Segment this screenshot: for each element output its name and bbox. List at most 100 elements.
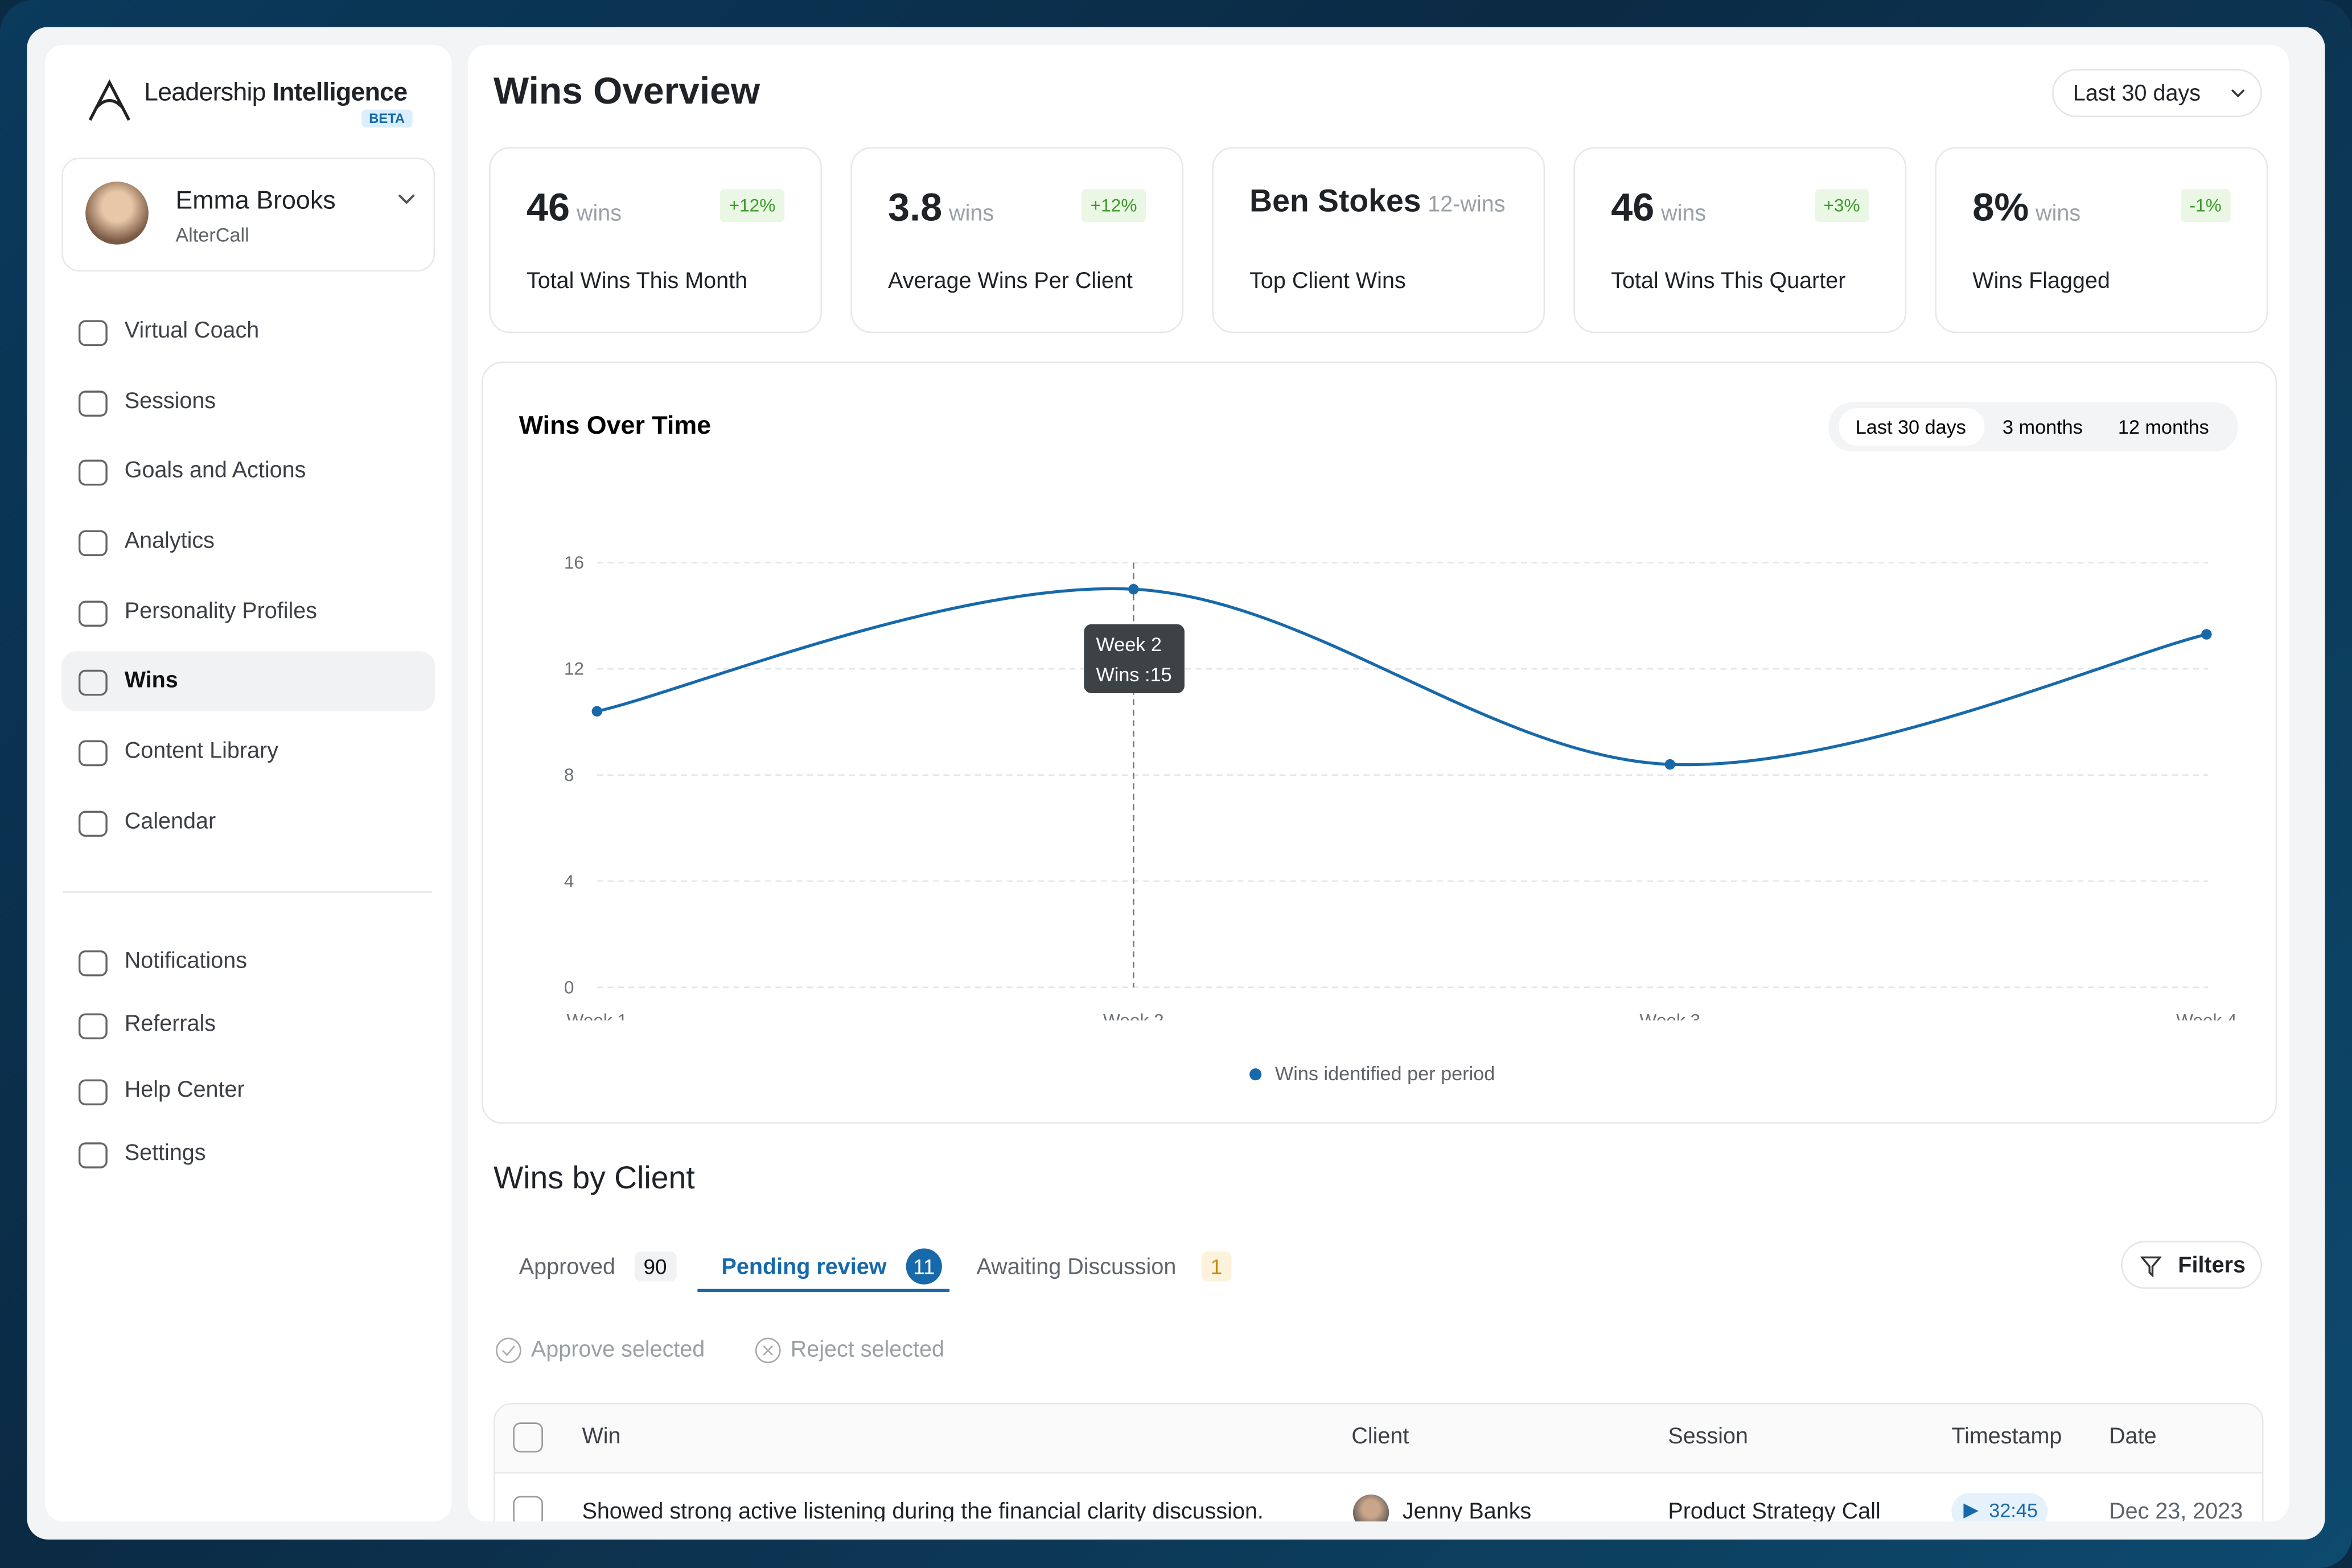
decoration [1963, 1503, 1979, 1519]
stat-value: Ben Stokes [1249, 184, 1421, 219]
timestamp[interactable]: 32:45 [1951, 1493, 2048, 1522]
checkbox[interactable] [513, 1496, 543, 1522]
point [1128, 584, 1139, 595]
decoration: Ben Stokes 12-wins [1249, 184, 1505, 220]
decoration: Leadership Intelligence [143, 78, 408, 108]
nav-label: Sessions [124, 388, 216, 414]
decoration [78, 740, 108, 767]
decoration [78, 320, 108, 347]
point [591, 706, 603, 717]
decoration [495, 1337, 521, 1364]
decoration [78, 390, 108, 417]
range-tab[interactable]: Last 30 days [1856, 417, 1966, 438]
x-tick-label: Week 4 [2176, 1010, 2237, 1030]
decoration [495, 1404, 2262, 1474]
stat-unit: 12-wins [1428, 192, 1506, 218]
decoration [78, 390, 108, 417]
nav-item[interactable]: Virtual Coach [61, 302, 435, 361]
nav-label: Goals and Actions [124, 458, 306, 483]
nav-label: Calendar [124, 809, 216, 834]
table: Win Client Session Timestamp Date Showed stro… [493, 1403, 2264, 1522]
stat-label: Top Client Wins [1249, 268, 1406, 294]
stat-unit: wins [576, 201, 622, 227]
decoration [78, 669, 108, 696]
user-name: Emma Brooks [175, 186, 336, 215]
range-dropdown[interactable]: Last 30 days [2051, 69, 2262, 117]
decoration [78, 600, 108, 627]
timestamp-text: 32:45 [1989, 1499, 2038, 1522]
column-header: Date [2109, 1423, 2157, 1450]
stat-card: Ben Stokes 12-wins Top Client Wins [1212, 147, 1545, 334]
decoration [755, 1337, 781, 1364]
nav-item[interactable]: Wins [61, 651, 435, 711]
nav-item[interactable]: Settings [61, 1124, 435, 1184]
nav-item[interactable]: Personality Profiles [61, 582, 435, 642]
decoration: 3.8 wins [888, 184, 994, 231]
checkbox[interactable] [513, 1422, 543, 1453]
nav-item[interactable]: Goals and Actions [61, 441, 435, 501]
nav-item[interactable]: Notifications [61, 932, 435, 991]
nav-label: Analytics [124, 528, 215, 554]
stat-unit: wins [949, 201, 994, 227]
decoration [2140, 1256, 2162, 1277]
tooltip-text: Wins :15 [1096, 664, 1171, 686]
nav-item[interactable]: Sessions [61, 372, 435, 432]
sidebar [45, 45, 452, 1522]
decoration [78, 1079, 108, 1106]
stat-value: 3.8 [888, 184, 943, 230]
chevron [398, 194, 415, 204]
tooltip-title: Week 2 [1096, 634, 1161, 656]
nav-label: Virtual Coach [124, 318, 260, 344]
column-header: Client [1351, 1423, 1409, 1450]
nav-item[interactable]: Calendar [61, 792, 435, 852]
decoration [78, 459, 108, 486]
brand-bold: Intelligence [272, 78, 408, 107]
decoration [78, 810, 108, 837]
filters-button[interactable]: Filters [2121, 1241, 2262, 1289]
column-header: Session [1668, 1423, 1748, 1450]
nav-item[interactable]: Analytics [61, 512, 435, 571]
stat-value: 46 [526, 184, 570, 230]
nav-item[interactable]: Content Library [61, 722, 435, 781]
stat-label: Total Wins This Month [526, 268, 748, 294]
stat-change: +12% [1081, 189, 1146, 223]
decoration: 46 wins [1611, 184, 1706, 231]
client-avatar [1352, 1494, 1389, 1522]
legend-dot [1249, 1068, 1262, 1081]
range-text: Last 30 days [2073, 81, 2201, 107]
brand: Leadership [143, 78, 266, 107]
decoration [495, 1337, 521, 1364]
decoration [78, 740, 108, 767]
tab-count: 11 [906, 1248, 942, 1285]
chart-card [481, 361, 2277, 1124]
y-tick-label: 8 [564, 764, 574, 785]
stat-label: Wins Flagged [1972, 268, 2110, 294]
stat-card: 46 wins +12% Total Wins This Month [489, 147, 823, 334]
tab[interactable]: Approved [519, 1254, 616, 1280]
stat-card: 3.8 wins +12% Average Wins Per Client [850, 147, 1184, 334]
range-tab[interactable]: 12 months [2118, 417, 2209, 438]
stat-label: Total Wins This Quarter [1611, 268, 1846, 294]
decoration [501, 1345, 515, 1356]
page-title: Wins Overview [493, 70, 760, 113]
tab-count: 90 [634, 1251, 676, 1282]
avatar [85, 182, 149, 245]
range-tab[interactable]: 3 months [2003, 417, 2083, 438]
nav-item[interactable]: Referrals [61, 995, 435, 1055]
tab[interactable]: Pending review [721, 1254, 887, 1280]
client-name: Jenny Banks [1402, 1499, 1532, 1522]
approve-selected[interactable]: Approve selected [531, 1337, 705, 1363]
decoration [88, 79, 130, 121]
nav-item[interactable]: Help Center [61, 1061, 435, 1121]
reject-selected[interactable]: Reject selected [790, 1337, 945, 1363]
tab[interactable]: Awaiting Discussion [976, 1254, 1177, 1280]
decoration [2231, 89, 2245, 98]
decoration [78, 1013, 108, 1040]
stat-change: +12% [719, 189, 785, 223]
filters-text: Filters [2178, 1253, 2246, 1279]
stat-value: 46 [1611, 184, 1655, 230]
decoration [78, 950, 108, 977]
decoration [2140, 1256, 2162, 1277]
decoration [78, 1142, 108, 1168]
nav-label: Notifications [124, 948, 248, 974]
